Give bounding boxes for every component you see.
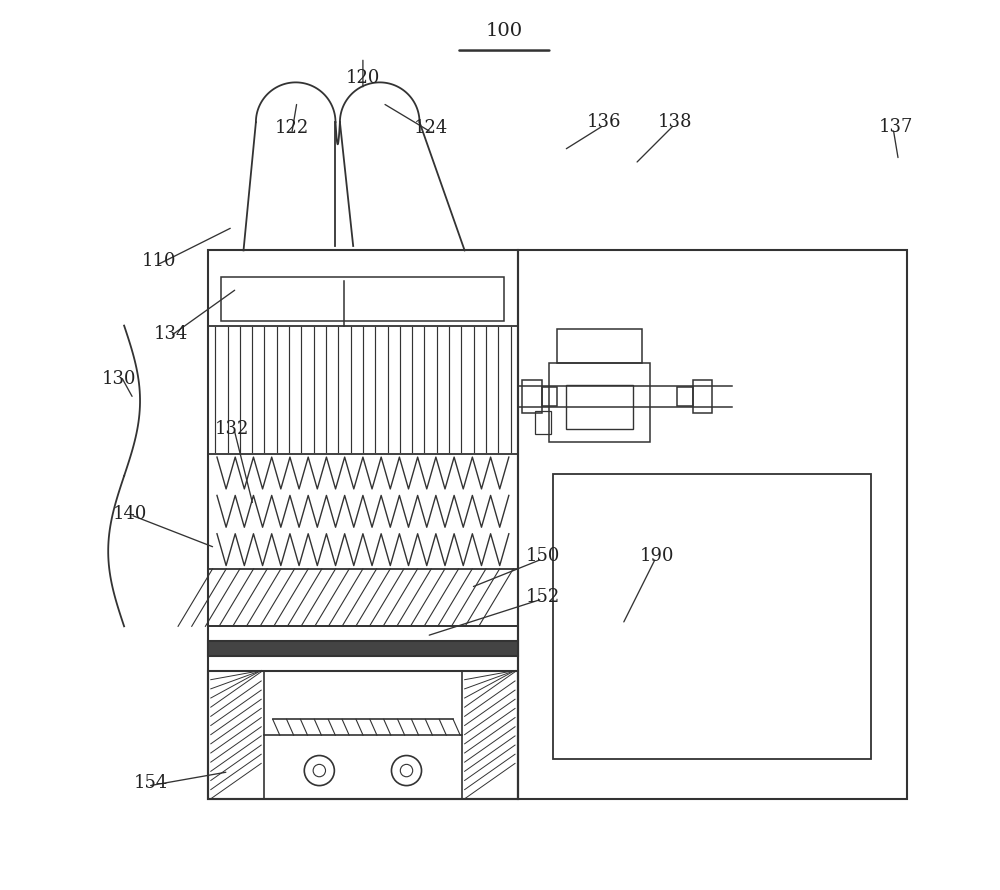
Bar bbox=[677, 386, 693, 406]
Bar bbox=[542, 386, 557, 406]
Text: 154: 154 bbox=[134, 774, 168, 792]
Text: 152: 152 bbox=[525, 588, 560, 606]
Bar bbox=[693, 379, 712, 413]
Bar bbox=[566, 384, 633, 429]
Text: 130: 130 bbox=[102, 369, 136, 388]
Bar bbox=[208, 641, 518, 656]
Text: 110: 110 bbox=[142, 252, 177, 270]
Text: 122: 122 bbox=[275, 119, 309, 137]
Bar bbox=[557, 329, 642, 363]
Text: 190: 190 bbox=[640, 546, 675, 564]
Bar bbox=[462, 670, 518, 799]
Bar bbox=[553, 473, 871, 759]
Text: 124: 124 bbox=[414, 119, 448, 137]
Text: 137: 137 bbox=[879, 117, 913, 135]
Bar bbox=[208, 627, 518, 641]
Bar bbox=[208, 250, 518, 799]
Bar bbox=[221, 277, 504, 321]
Bar bbox=[208, 656, 518, 670]
Bar bbox=[549, 363, 650, 442]
Text: 150: 150 bbox=[525, 546, 560, 564]
Text: 140: 140 bbox=[113, 505, 147, 523]
Bar bbox=[522, 379, 542, 413]
Bar bbox=[208, 670, 264, 799]
Text: 134: 134 bbox=[154, 325, 188, 343]
Bar bbox=[535, 411, 551, 433]
Text: 120: 120 bbox=[346, 69, 380, 87]
Text: 100: 100 bbox=[486, 22, 523, 40]
Text: 132: 132 bbox=[215, 420, 249, 438]
Text: 138: 138 bbox=[658, 113, 692, 131]
Bar bbox=[518, 250, 907, 799]
Text: 136: 136 bbox=[587, 113, 622, 131]
Bar bbox=[208, 670, 518, 799]
